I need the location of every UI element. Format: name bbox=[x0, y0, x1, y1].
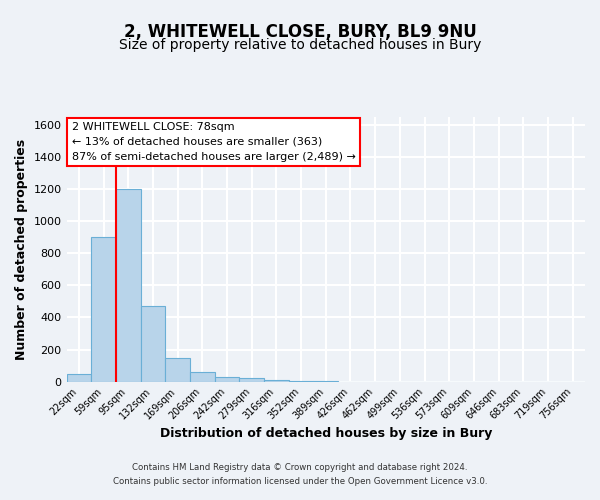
Bar bbox=[116, 189, 140, 382]
Text: Contains HM Land Registry data © Crown copyright and database right 2024.: Contains HM Land Registry data © Crown c… bbox=[132, 464, 468, 472]
Bar bbox=[165, 358, 190, 382]
Bar bbox=[67, 374, 91, 382]
Bar bbox=[264, 380, 289, 382]
Text: Contains public sector information licensed under the Open Government Licence v3: Contains public sector information licen… bbox=[113, 477, 487, 486]
Bar bbox=[91, 237, 116, 382]
Bar bbox=[190, 372, 215, 382]
Y-axis label: Number of detached properties: Number of detached properties bbox=[15, 138, 28, 360]
Bar bbox=[289, 381, 313, 382]
Text: 2, WHITEWELL CLOSE, BURY, BL9 9NU: 2, WHITEWELL CLOSE, BURY, BL9 9NU bbox=[124, 22, 476, 40]
Bar bbox=[313, 381, 338, 382]
Bar bbox=[140, 306, 165, 382]
Bar bbox=[215, 377, 239, 382]
Text: 2 WHITEWELL CLOSE: 78sqm
← 13% of detached houses are smaller (363)
87% of semi-: 2 WHITEWELL CLOSE: 78sqm ← 13% of detach… bbox=[72, 122, 356, 162]
X-axis label: Distribution of detached houses by size in Bury: Distribution of detached houses by size … bbox=[160, 427, 492, 440]
Text: Size of property relative to detached houses in Bury: Size of property relative to detached ho… bbox=[119, 38, 481, 52]
Bar bbox=[239, 378, 264, 382]
